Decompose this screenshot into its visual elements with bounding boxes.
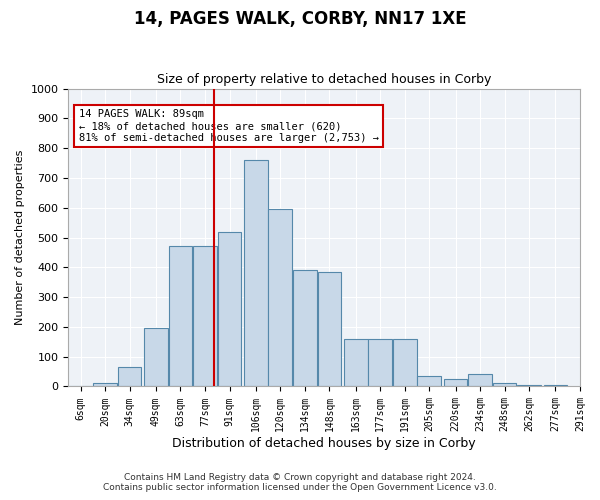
Bar [293,270,317,386]
Bar [118,367,142,386]
Bar [244,160,268,386]
Bar [468,374,492,386]
Bar [317,272,341,386]
Title: Size of property relative to detached houses in Corby: Size of property relative to detached ho… [157,73,491,86]
Bar [517,385,541,386]
Bar [544,385,567,386]
Text: Contains HM Land Registry data © Crown copyright and database right 2024.
Contai: Contains HM Land Registry data © Crown c… [103,472,497,492]
Y-axis label: Number of detached properties: Number of detached properties [15,150,25,325]
Bar [418,376,441,386]
Bar [344,339,368,386]
Bar [144,328,168,386]
Bar [218,232,241,386]
Bar [393,339,416,386]
Text: 14, PAGES WALK, CORBY, NN17 1XE: 14, PAGES WALK, CORBY, NN17 1XE [134,10,466,28]
Bar [268,209,292,386]
Bar [93,383,117,386]
X-axis label: Distribution of detached houses by size in Corby: Distribution of detached houses by size … [172,437,476,450]
Bar [193,246,217,386]
Bar [444,379,467,386]
Bar [169,246,192,386]
Text: 14 PAGES WALK: 89sqm
← 18% of detached houses are smaller (620)
81% of semi-deta: 14 PAGES WALK: 89sqm ← 18% of detached h… [79,110,379,142]
Bar [368,339,392,386]
Bar [493,384,517,386]
